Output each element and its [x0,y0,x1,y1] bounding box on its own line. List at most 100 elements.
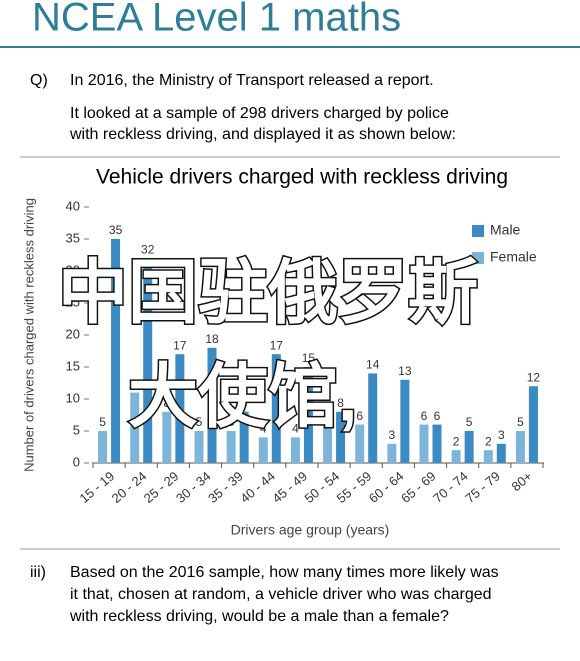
y-tick-label: 10 [66,390,80,405]
part-line: with reckless driving, would be a male t… [69,608,449,625]
x-tick-label: 50 - 54 [302,468,343,506]
legend-label: Female [490,249,537,265]
bar [239,411,249,463]
data-label: 18 [205,332,219,346]
legend-swatch [472,252,484,264]
data-label: 12 [527,370,541,384]
bar [464,431,474,463]
data-label: 5 [196,415,203,429]
bar [175,354,185,463]
y-tick-label: 0 [73,454,80,469]
header-title: NCEA Level 1 maths [32,0,401,40]
bar [515,431,525,463]
part-line: Based on the 2016 sample, how many times… [70,564,499,581]
y-tick-label: 20 [66,326,80,341]
bar [419,424,429,463]
bar [111,239,121,463]
x-tick-label: 65 - 69 [398,468,439,506]
bar [451,450,461,463]
data-label: 3 [498,428,505,442]
overlay: 中国驻俄罗斯 大使馆, [57,252,480,437]
bar [496,443,506,463]
legend-label: Male [490,222,521,238]
x-tick-label: 75 - 79 [462,468,503,506]
x-tick-label: 40 - 44 [237,468,278,506]
bar [143,258,153,463]
y-tick-label: 40 [66,198,80,213]
x-tick-label: 60 - 64 [366,468,407,506]
bar [400,379,410,463]
x-tick-label: 70 - 74 [430,468,471,506]
data-label: 5 [466,415,473,429]
y-tick-label: 30 [66,262,80,277]
x-axis-label: Drivers age group (years) [231,522,390,538]
bar [368,373,378,463]
x-tick-label: 55 - 59 [334,468,375,506]
overlay-line: 大使馆, [128,357,357,435]
question-line: In 2016, the Ministry of Transport relea… [70,72,434,89]
data-label: 17 [270,338,284,352]
data-label: 4 [260,422,267,436]
data-label: 8 [241,396,248,410]
x-tick-label: 25 - 29 [141,468,182,506]
part-line: it that, chosen at random, a vehicle dri… [70,586,492,603]
bar [162,411,172,463]
y-tick-label: 35 [66,230,80,245]
bar [258,437,268,463]
x-tick-label: 15 - 19 [77,468,118,506]
question-line: It looked at a sample of 298 drivers cha… [70,105,449,122]
data-label: 11 [128,377,141,391]
data-label: 14 [366,358,380,372]
x-tick-label: 35 - 39 [205,468,246,506]
data-label: 6 [356,409,363,423]
data-label: 35 [109,223,123,237]
y-tick-label: 5 [73,422,80,437]
data-label: 17 [173,338,187,352]
bar [528,386,538,463]
data-label: 8 [337,396,344,410]
question-line: with reckless driving, and displayed it … [69,126,456,143]
data-label: 5 [517,415,524,429]
data-label: 6 [421,409,428,423]
question-label: Q) [30,72,48,89]
bar [98,431,108,463]
data-label: 2 [485,434,492,448]
y-tick-label: 15 [66,358,80,373]
bar [271,354,281,463]
part-label: iii) [30,564,46,581]
data-label: 32 [141,242,155,256]
x-tick-label: 80+ [509,468,536,494]
data-label: 13 [398,364,412,378]
bar [323,424,333,463]
x-tick-label: 20 - 24 [109,468,150,506]
data-label: 5 [99,415,106,429]
data-label: 4 [292,422,299,436]
chart-title: Vehicle drivers charged with reckless dr… [96,166,508,189]
overlay-line: 中国驻俄罗斯 [58,253,478,331]
x-tick-label: 45 - 49 [269,468,310,506]
bar [432,424,442,463]
bar [355,424,365,463]
data-label: 5 [228,415,235,429]
bar [194,431,204,463]
bar [303,367,313,463]
bar [387,443,397,463]
data-label: 6 [434,409,441,423]
bar [207,347,217,463]
bar [226,431,236,463]
bar [483,450,493,463]
bar [290,437,300,463]
y-tick-label: 25 [66,294,80,309]
data-label: 6 [324,409,331,423]
data-label: 3 [389,428,396,442]
data-label: 2 [453,434,460,448]
data-label: 8 [164,396,171,410]
x-tick-label: 30 - 34 [173,468,214,506]
bar [336,411,346,463]
bar [130,392,140,463]
y-axis-label: Number of drivers charged with reckless … [21,198,36,472]
data-label: 15 [302,351,316,365]
legend-swatch [472,225,484,237]
